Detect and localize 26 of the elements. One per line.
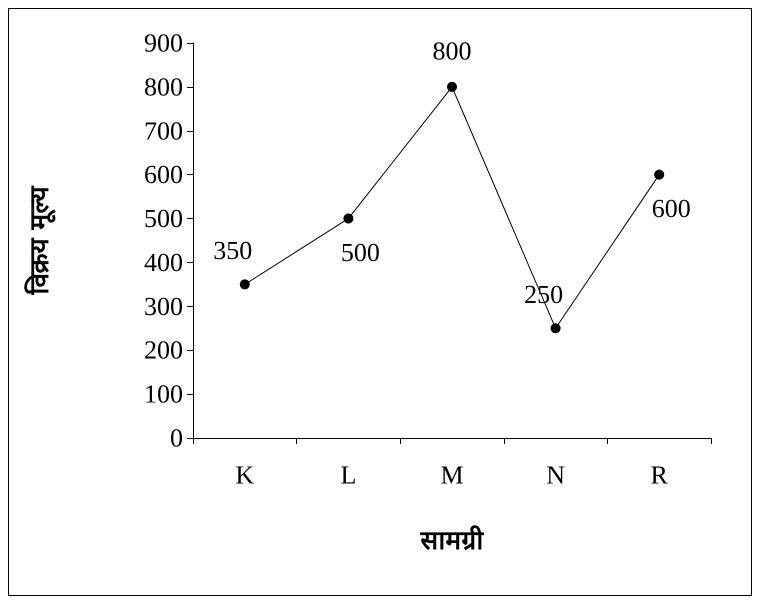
y-tick-label: 900 [144, 28, 183, 58]
x-tick-label: K [235, 460, 254, 490]
point [240, 279, 250, 290]
x-axis-title: सामग्री [420, 525, 484, 556]
point [550, 323, 561, 334]
y-tick-label: 200 [144, 336, 183, 365]
point [343, 214, 354, 224]
data-label: 350 [213, 236, 252, 265]
point [654, 170, 664, 180]
y-tick-label: 800 [144, 72, 183, 102]
y-tick-label: 700 [144, 116, 183, 146]
x-tick-label: R [650, 460, 669, 490]
y-tick-label: 600 [144, 160, 183, 190]
y-axis-title: विक्रय मूल्य [24, 185, 56, 296]
y-tick-label: 0 [170, 424, 183, 452]
x-tick-label: M [440, 460, 464, 490]
data-label: 500 [340, 238, 380, 268]
x-tick-label: L [340, 460, 356, 490]
y-tick-label: 500 [144, 204, 183, 234]
data-label: 800 [432, 36, 472, 66]
x-tick-label: N [546, 460, 566, 490]
y-tick-label: 400 [144, 248, 183, 277]
data-label: 600 [652, 194, 691, 224]
y-tick-label: 300 [144, 292, 183, 321]
point [447, 82, 457, 92]
y-tick-label: 100 [144, 380, 183, 409]
